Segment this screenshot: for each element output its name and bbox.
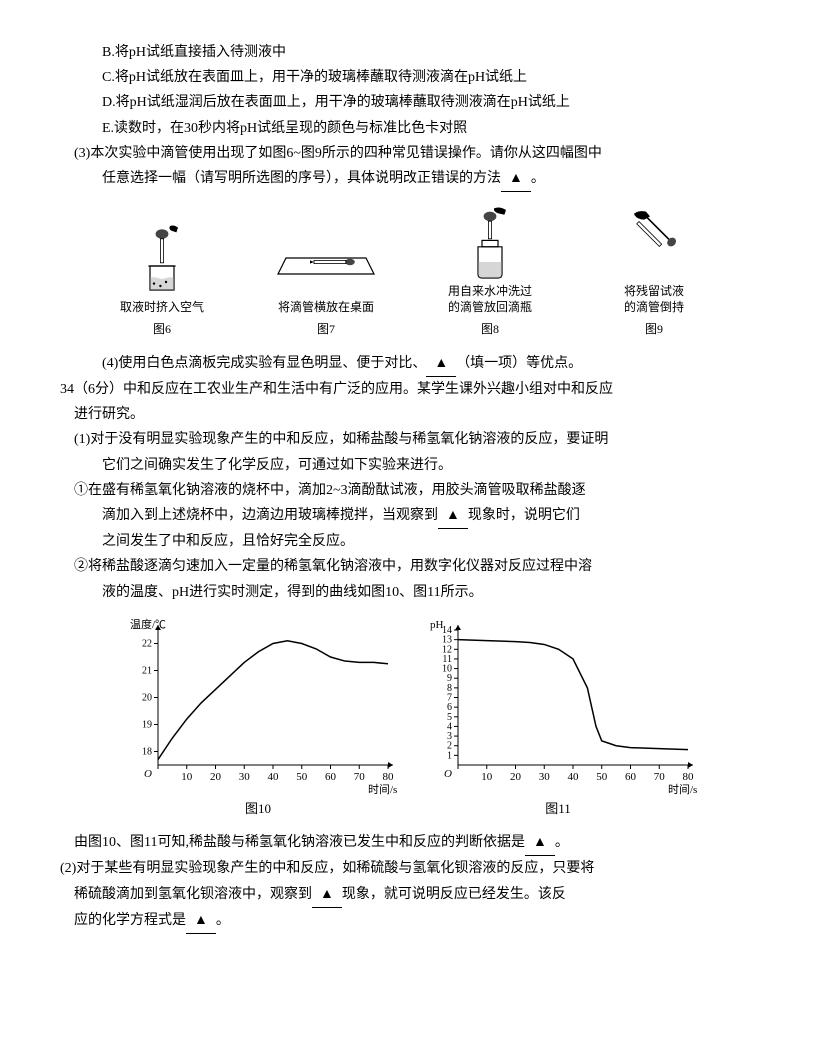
dropper-table-icon [270,218,382,298]
dropper-inverted-icon [614,202,694,282]
fig8-label: 图8 [408,319,572,341]
svg-text:18: 18 [142,746,152,757]
svg-text:4: 4 [447,721,452,732]
svg-text:60: 60 [625,771,637,783]
svg-text:20: 20 [210,771,222,783]
sub2-line1: (2)对于某些有明显实验现象产生的中和反应，如稀硫酸与氢氧化钡溶液的反应，只要将 [60,856,756,881]
circle2-line1: ②将稀盐酸逐滴匀速加入一定量的稀氢氧化钠溶液中，用数字化仪器对反应过程中溶 [60,554,756,579]
svg-text:时间/s: 时间/s [368,783,397,795]
svg-text:70: 70 [654,771,666,783]
option-e: E.读数时，在30秒内将pH试纸呈现的颜色与标准比色卡对照 [60,116,756,141]
figure-8: 用自来水冲洗过 的滴管放回滴瓶 图8 [408,202,572,341]
figure-6: 取液时挤入空气 图6 [80,218,244,341]
sub1-line1: (1)对于没有明显实验现象产生的中和反应，如稀盐酸与稀氢氧化钠溶液的反应，要证明 [60,427,756,452]
option-d: D.将pH试纸湿润后放在表面皿上，用干净的玻璃棒蘸取待测液滴在pH试纸上 [60,90,756,115]
blank-fill: ▲ [501,166,531,192]
fig7-caption: 将滴管横放在桌面 [244,300,408,316]
period: 。 [531,171,545,186]
svg-text:1: 1 [447,750,452,761]
svg-text:20: 20 [142,692,152,703]
dropper-beaker-icon [122,218,202,298]
fig8-caption: 用自来水冲洗过 的滴管放回滴瓶 [408,284,572,315]
sub1-line2: 它们之间确实发生了化学反应，可通过如下实验来进行。 [60,453,756,478]
option-c: C.将pH试纸放在表面皿上，用干净的玻璃棒蘸取待测液滴在pH试纸上 [60,65,756,90]
svg-text:pH: pH [430,619,444,631]
sub2-line2: 稀硫酸滴加到氢氧化钡溶液中，观察到▲现象，就可说明反应已经发生。该反 [60,882,756,908]
svg-text:19: 19 [142,719,152,730]
chart-11: 10203040506070801234567891011121314OpH时间… [418,615,698,820]
svg-text:30: 30 [239,771,251,783]
figure-7: 将滴管横放在桌面 图7 [244,218,408,341]
blank-fill: ▲ [186,908,216,934]
chart10-label: 图10 [118,797,398,820]
option-b: B.将pH试纸直接插入待测液中 [60,40,756,65]
fig7-label: 图7 [244,319,408,341]
svg-text:14: 14 [442,625,452,636]
q3-line1: (3)本次实验中滴管使用出现了如图6~图9所示的四种常见错误操作。请你从这四幅图… [74,146,602,161]
svg-text:70: 70 [354,771,366,783]
svg-text:22: 22 [142,638,152,649]
temperature-chart: 10 20 30 40 50 60 70 80 18 19 20 21 22 O 温度/℃ 时间/s [118,615,398,795]
svg-text:30: 30 [539,771,551,783]
svg-text:10: 10 [442,663,452,674]
svg-text:温度/℃: 温度/℃ [130,617,166,631]
q4-text: (4)使用白色点滴板完成实验有显色明显、便于对比、▲（填一项）等优点。 [60,351,756,377]
svg-text:10: 10 [181,771,193,783]
q3-text2: 任意选择一幅（请写明所选图的序号），具体说明改正错误的方法▲。 [60,166,756,192]
chart11-label: 图11 [418,797,698,820]
circle1-line1: ①在盛有稀氢氧化钠溶液的烧杯中，滴加2~3滴酚酞试液，用胶头滴管吸取稀盐酸逐 [60,478,756,503]
svg-text:3: 3 [447,731,452,742]
svg-text:13: 13 [442,634,452,645]
svg-text:50: 50 [296,771,308,783]
svg-text:时间/s: 时间/s [668,783,697,795]
figures-6-9: 取液时挤入空气 图6 将滴管横放在桌面 图7 用自来水冲洗过 的滴管放回滴瓶 图… [80,202,736,341]
q3-text: (3)本次实验中滴管使用出现了如图6~图9所示的四种常见错误操作。请你从这四幅图… [60,141,756,166]
blank-fill: ▲ [312,882,342,908]
ph-chart: 10203040506070801234567891011121314OpH时间… [418,615,698,795]
fig9-caption: 将残留试液 的滴管倒持 [572,284,736,315]
blank-fill: ▲ [438,503,468,529]
svg-text:2: 2 [447,740,452,751]
svg-text:40: 40 [568,771,580,783]
chart-10: 10 20 30 40 50 60 70 80 18 19 20 21 22 O 温度/℃ 时间/s 图10 [118,615,398,820]
svg-text:O: O [444,768,452,780]
svg-text:12: 12 [442,644,452,655]
svg-text:21: 21 [142,665,152,676]
svg-text:50: 50 [596,771,608,783]
svg-text:6: 6 [447,702,452,713]
svg-text:60: 60 [325,771,337,783]
q34-text: 34（6分）中和反应在工农业生产和生活中有广泛的应用。某学生课外兴趣小组对中和反… [60,377,756,402]
svg-text:5: 5 [447,712,452,723]
blank-fill: ▲ [426,351,456,377]
svg-text:11: 11 [442,654,452,665]
circle1-line3: 之间发生了中和反应，且恰好完全反应。 [60,529,756,554]
svg-text:O: O [144,768,152,780]
fig9-label: 图9 [572,319,736,341]
after-charts: 由图10、图11可知,稀盐酸与稀氢氧化钠溶液已发生中和反应的判断依据是▲。 [60,830,756,856]
blank-fill: ▲ [525,830,555,856]
svg-text:10: 10 [481,771,493,783]
charts-row: 10203040506070801819202122O温度/℃时间/s 图10 … [60,615,756,820]
svg-text:80: 80 [383,771,395,783]
sub2-line3: 应的化学方程式是▲。 [60,908,756,934]
svg-text:40: 40 [268,771,280,783]
circle2-line2: 液的温度、pH进行实时测定，得到的曲线如图10、图11所示。 [60,580,756,605]
svg-text:7: 7 [447,692,452,703]
figure-9: 将残留试液 的滴管倒持 图9 [572,202,736,341]
svg-text:80: 80 [683,771,695,783]
svg-text:9: 9 [447,673,452,684]
dropper-bottle-icon [450,202,530,282]
q3-line2: 任意选择一幅（请写明所选图的序号），具体说明改正错误的方法 [102,171,501,186]
q34-line2: 进行研究。 [60,402,756,427]
svg-text:20: 20 [510,771,522,783]
fig6-label: 图6 [80,319,244,341]
fig6-caption: 取液时挤入空气 [80,300,244,316]
svg-text:8: 8 [447,683,452,694]
circle1-line2: 滴加入到上述烧杯中，边滴边用玻璃棒搅拌，当观察到▲现象时，说明它们 [60,503,756,529]
